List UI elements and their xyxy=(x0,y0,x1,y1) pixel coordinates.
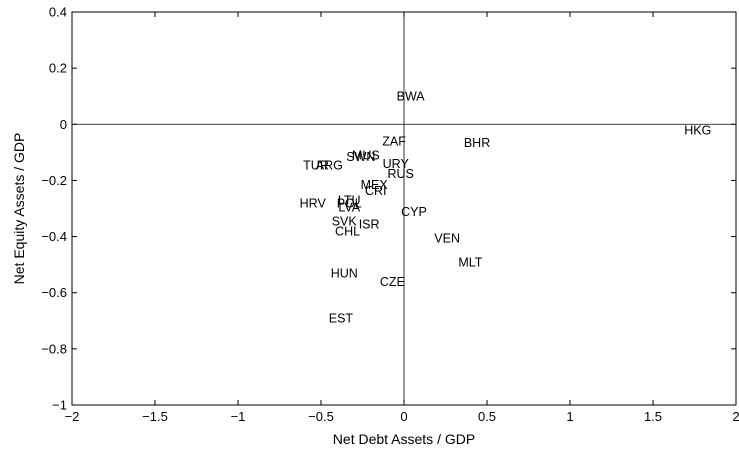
y-axis-label: Net Equity Assets / GDP xyxy=(11,133,27,285)
data-point-svk: SVK xyxy=(332,215,358,229)
data-point-hun: HUN xyxy=(331,267,358,281)
x-tick-label: −1 xyxy=(231,409,246,424)
data-point-est: EST xyxy=(329,311,354,325)
y-tick-label: 0.2 xyxy=(49,61,67,76)
y-tick-label: −1 xyxy=(52,398,67,413)
data-point-tur: TUR xyxy=(303,158,329,172)
x-tick-label: 2 xyxy=(732,409,739,424)
data-point-swn: SWN xyxy=(346,150,375,164)
x-axis-ticks: −2 −1.5 −1 −0.5 0 0.5 1 1.5 2 xyxy=(65,12,739,424)
y-tick-label: −0.4 xyxy=(41,229,67,244)
data-point-ury: URY xyxy=(383,157,410,171)
x-tick-label: 1 xyxy=(566,409,573,424)
data-point-zaf: ZAF xyxy=(382,135,406,149)
data-point-hrv: HRV xyxy=(300,196,327,210)
x-tick-label: −0.5 xyxy=(308,409,334,424)
data-point-rus: RUS xyxy=(387,167,413,181)
data-point-mus: MUS xyxy=(352,149,380,163)
y-axis-ticks: −1 −0.8 −0.6 −0.4 −0.2 0 0.2 0.4 xyxy=(41,5,736,413)
y-tick-label: 0 xyxy=(60,117,67,132)
data-point-hkg: HKG xyxy=(684,123,711,137)
x-axis-label: Net Debt Assets / GDP xyxy=(333,431,475,447)
data-point-pol: POL xyxy=(337,196,362,210)
x-tick-label: 0 xyxy=(400,409,407,424)
data-point-cze: CZE xyxy=(380,275,405,289)
data-point-cri: CRI xyxy=(365,184,387,198)
data-point-cyp: CYP xyxy=(401,205,427,219)
data-point-mlt: MLT xyxy=(458,255,482,269)
data-point-ven: VEN xyxy=(434,231,460,245)
y-tick-label: 0.4 xyxy=(49,5,67,20)
y-tick-label: −0.8 xyxy=(41,341,67,356)
data-point-lva: LVA xyxy=(338,201,360,215)
x-tick-label: 1.5 xyxy=(644,409,662,424)
y-tick-label: −0.6 xyxy=(41,285,67,300)
reference-lines xyxy=(72,12,736,405)
data-point-chl: CHL xyxy=(335,224,360,238)
x-tick-label: −2 xyxy=(65,409,80,424)
y-tick-label: −0.2 xyxy=(41,173,67,188)
x-tick-label: 0.5 xyxy=(478,409,496,424)
x-tick-label: −1.5 xyxy=(142,409,168,424)
data-point-isr: ISR xyxy=(359,217,380,231)
data-point-bwa: BWA xyxy=(397,90,426,104)
data-point-mex: MEX xyxy=(361,178,389,192)
data-point-ltu: LTU xyxy=(338,194,361,208)
data-point-bhr: BHR xyxy=(464,136,490,150)
data-point-arg: ARG xyxy=(316,158,343,172)
